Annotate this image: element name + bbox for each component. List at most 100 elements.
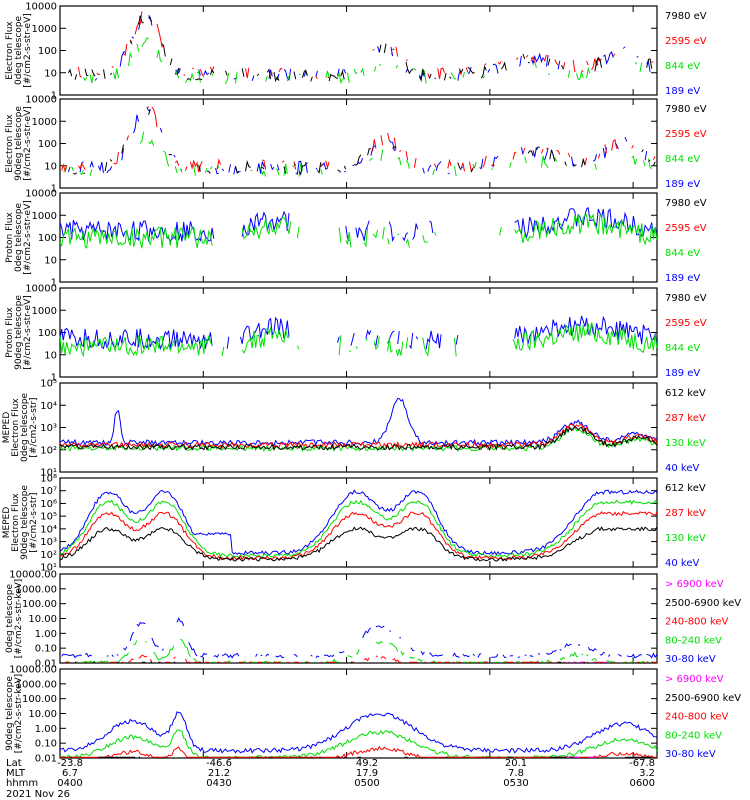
- legend-612-kev: 612 keV: [665, 388, 706, 399]
- panel-4: 1 10 100 1000 10000 Proton Flux 90deg telescop…: [5, 284, 707, 384]
- legend-240-800-kev: 240-800 keV: [665, 617, 729, 628]
- y-tick-label: 0.10: [35, 644, 57, 655]
- footer-date: 2021 Nov 26: [6, 789, 70, 800]
- y-tick-label: 1000: [32, 117, 57, 128]
- legend-189-ev: 189 eV: [665, 86, 700, 97]
- y-tick-label: 1: [51, 373, 57, 384]
- panel-1: 1 10 100 1000 10000 Electron Flux 0deg telesco…: [5, 2, 707, 102]
- y-tick-label: 10000.00: [9, 665, 57, 676]
- legend--6900-kev: > 6900 keV: [665, 674, 724, 685]
- footer-time-3: 0530: [503, 778, 528, 789]
- footer-time-1: 0430: [206, 778, 231, 789]
- footer-time-0: 0400: [57, 778, 82, 789]
- y-tick-label: 10000: [25, 95, 57, 106]
- legend-2595-ev: 2595 eV: [665, 223, 707, 234]
- y-tick-label: 10¹: [40, 468, 57, 479]
- series-30-80-kev: [61, 616, 658, 659]
- y-axis-label: Electron Flux: [5, 21, 15, 80]
- panel-frame: [59, 287, 658, 378]
- legend-2500-6900-kev: 2500-6900 keV: [665, 693, 741, 704]
- series-844-ev: [63, 132, 657, 177]
- footer-mlt-3: 7.8: [508, 768, 524, 779]
- series-240-800-kev: [65, 654, 657, 663]
- footer-row-label-hhmm: hhmm: [6, 778, 38, 789]
- y-tick-label: 10⁶: [40, 499, 57, 510]
- y-axis-label: Proton Flux: [5, 307, 15, 358]
- legend-30-80-kev: 30-80 keV: [665, 749, 716, 760]
- y-axis-label: [#/cm2-s-str]: [29, 492, 39, 552]
- series-40-kev: [59, 489, 658, 556]
- footer-mlt-0: 6.7: [62, 768, 78, 779]
- y-tick-label: 10: [44, 68, 57, 79]
- legend-80-240-kev: 80-240 keV: [665, 635, 722, 646]
- y-tick-label: 10²: [40, 550, 57, 561]
- panel-8: 0.01 0.10 1.00 10.00 100.00 1000.00 10000.0090…: [5, 665, 741, 765]
- series-287-kev: [59, 510, 658, 561]
- legend--6900-kev: > 6900 keV: [665, 579, 724, 590]
- legend-240-800-kev: 240-800 keV: [665, 712, 729, 723]
- y-tick-label: 1000.00: [16, 679, 57, 690]
- y-tick-label: 10: [44, 161, 57, 172]
- y-tick-label: 1: [51, 91, 57, 102]
- footer-time-4: 0600: [630, 778, 655, 789]
- y-tick-label: 10⁴: [40, 401, 57, 412]
- y-axis-label: [#/cm2-s-str-eV]: [23, 200, 33, 275]
- y-axis-label: 90deg telescope: [20, 485, 30, 560]
- legend-40-kev: 40 keV: [665, 558, 699, 569]
- series-30-80-kev: [59, 711, 657, 754]
- y-axis-label: MEPED: [2, 412, 12, 444]
- legend-287-kev: 287 keV: [665, 508, 706, 519]
- y-tick-label: 10²: [40, 445, 57, 456]
- footer-lat-3: 20.1: [505, 758, 527, 769]
- y-tick-label: 0.01: [35, 754, 57, 765]
- footer-lat-2: 49.2: [356, 758, 378, 769]
- y-axis-label: MEPED: [2, 507, 12, 539]
- series-612-kev: [59, 526, 658, 562]
- y-axis-label: [#/cm2-s-str-eV]: [23, 295, 33, 370]
- y-tick-label: 10000: [25, 189, 57, 200]
- legend-80-240-kev: 80-240 keV: [665, 730, 722, 741]
- footer-mlt-2: 17.9: [356, 768, 378, 779]
- footer-time-2: 0500: [354, 778, 379, 789]
- footer-row-label-lat: Lat: [6, 758, 22, 769]
- legend-2595-ev: 2595 eV: [665, 36, 707, 47]
- y-axis-label: 90deg telescope: [14, 106, 24, 181]
- series-612-kev: [59, 425, 658, 451]
- legend-189-ev: 189 eV: [665, 368, 700, 379]
- series-7980-ev: [73, 108, 656, 176]
- y-axis-label: 0deg telescope: [20, 393, 30, 463]
- y-tick-label: 10⁷: [40, 486, 57, 497]
- y-tick-label: 1.00: [35, 629, 57, 640]
- series-7980-ev: [67, 15, 653, 83]
- y-tick-label: 100: [38, 139, 57, 150]
- y-axis-label: 0deg telescope: [5, 584, 15, 654]
- panel-3: 1 10 100 1000 10000 Proton Flux 0deg telescope…: [5, 189, 707, 289]
- y-tick-label: 10⁴: [40, 524, 57, 535]
- panel-2: 1 10 100 1000 10000 Electron Flux 90deg telesc…: [5, 95, 707, 195]
- legend-130-kev: 130 keV: [665, 533, 706, 544]
- y-tick-label: 10⁵: [40, 512, 57, 523]
- legend-2595-ev: 2595 eV: [665, 318, 707, 329]
- y-axis-label: Electron Flux: [11, 398, 21, 457]
- series-844-ev: [59, 322, 658, 358]
- y-tick-label: 100.00: [22, 599, 57, 610]
- y-axis-label: [#/cm2-s-str-eV]: [23, 106, 33, 181]
- legend-2595-ev: 2595 eV: [665, 129, 707, 140]
- y-axis-label: 0deg telescope: [14, 16, 24, 86]
- y-tick-label: 1000.00: [16, 584, 57, 595]
- legend-844-ev: 844 eV: [665, 61, 700, 72]
- y-tick-label: 10000.00: [9, 570, 57, 581]
- legend-7980-ev: 7980 eV: [665, 293, 707, 304]
- y-tick-label: 10⁸: [40, 474, 57, 485]
- y-tick-label: 10000: [25, 284, 57, 295]
- footer-row-label-mlt: MLT: [6, 768, 26, 779]
- panel-7: 0.01 0.10 1.00 10.00 100.00 1000.00 10000.00 0d…: [5, 570, 741, 670]
- y-tick-label: 100: [38, 46, 57, 57]
- y-tick-label: 100.00: [22, 694, 57, 705]
- y-axis-label: [#/cm2-s-str]: [29, 397, 39, 457]
- footer-mlt-4: 3.2: [639, 768, 655, 779]
- y-tick-label: 10: [44, 255, 57, 266]
- series-80-240-kev: [67, 639, 657, 662]
- y-tick-label: 100: [38, 233, 57, 244]
- y-tick-label: 0.10: [35, 739, 57, 750]
